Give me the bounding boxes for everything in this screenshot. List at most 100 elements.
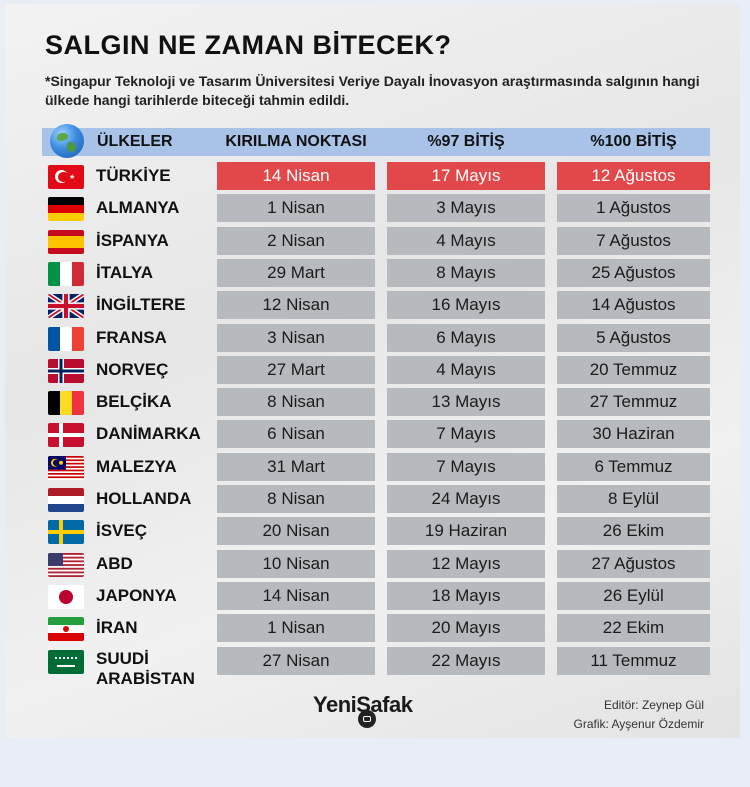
table-row: FRANSA 3 Nisan 6 Mayıs 5 Ağustos [5,323,740,352]
table-row: İNGİLTERE 12 Nisan 16 Mayıs 14 Ağustos [5,291,740,320]
table-row: BELÇİKA 8 Nisan 13 Mayıs 27 Temmuz [5,388,740,417]
end100-cell: 20 Temmuz [557,355,710,384]
country-name: FRANSA [96,327,167,347]
end97-cell: 16 Mayıs [387,291,545,320]
flag-iran-icon [48,617,84,642]
end97-cell: 6 Mayıs [387,323,545,352]
end100-cell: 8 Eylül [557,485,710,513]
breakpoint-cell: 1 Nisan [217,614,375,643]
table-header: ÜLKELER KIRILMA NOKTASI %97 BİTİŞ %100 B… [42,128,710,156]
breakpoint-cell: 27 Mart [217,355,375,384]
breakpoint-cell: 20 Nisan [217,517,375,546]
credit-editor: Editör: Zeynep Gül [603,698,704,712]
flag-spain-icon [48,229,84,254]
country-name: İSPANYA [96,230,169,250]
country-name: İRAN [96,618,138,638]
end100-cell: 14 Ağustos [557,291,710,320]
credit-graphic: Grafik: Ayşenur Özdemir [573,717,705,731]
breakpoint-cell: 14 Nisan [217,581,375,610]
country-name: ABD [96,553,133,573]
end97-cell: 12 Mayıs [387,549,545,578]
end100-cell: 25 Ağustos [557,258,710,287]
breakpoint-cell: 1 Nisan [217,194,375,223]
breakpoint-cell: 10 Nisan [217,549,375,578]
table-row: İRAN 1 Nisan 20 Mayıs 22 Ekim [5,614,740,643]
flag-netherlands-icon [48,488,84,512]
table-row: ABD 10 Nisan 12 Mayıs 27 Ağustos [5,549,740,578]
end100-cell: 1 Ağustos [557,194,710,223]
end97-cell: 18 Mayıs [387,581,545,610]
end97-cell: 19 Haziran [387,517,545,546]
table-row: DANİMARKA 6 Nisan 7 Mayıs 30 Haziran [5,420,740,449]
flag-malaysia-icon [48,455,84,480]
end100-cell: 12 Ağustos [557,162,710,190]
breakpoint-cell: 29 Mart [217,258,375,287]
country-name: BELÇİKA [96,392,172,412]
table-row: ALMANYA 1 Nisan 3 Mayıs 1 Ağustos [5,194,740,223]
end97-cell: 4 Mayıs [387,226,545,255]
end97-cell: 3 Mayıs [387,194,545,223]
infographic-poster: SALGIN NE ZAMAN BİTECEK? *Singapur Tekno… [5,4,740,738]
country-name: ALMANYA [96,198,180,218]
end97-cell: 22 Mayıs [387,646,545,675]
end100-cell: 27 Temmuz [557,388,710,417]
breakpoint-cell: 6 Nisan [217,420,375,449]
header-breakpoint: KIRILMA NOKTASI [225,133,367,150]
flag-italy-icon [48,261,84,286]
end100-cell: 22 Ekim [557,614,710,643]
header-end97: %97 BİTİŞ [427,133,505,150]
breakpoint-cell: 2 Nisan [217,226,375,255]
end100-cell: 26 Eylül [557,581,710,610]
camera-icon [358,710,376,728]
country-name: SUUDİ ARABİSTAN [96,648,195,688]
table-row: JAPONYA 14 Nisan 18 Mayıs 26 Eylül [5,581,740,610]
end100-cell: 6 Temmuz [557,452,710,481]
flag-germany-icon [48,197,84,222]
header-end100: %100 BİTİŞ [590,133,677,150]
end97-cell: 17 Mayıs [387,162,545,190]
breakpoint-cell: 14 Nisan [217,162,375,190]
end97-cell: 7 Mayıs [387,452,545,481]
end97-cell: 8 Mayıs [387,258,545,287]
header-country: ÜLKELER [97,133,173,150]
end100-cell: 30 Haziran [557,420,710,449]
country-name: MALEZYA [96,456,177,476]
table-row: İTALYA 29 Mart 8 Mayıs 25 Ağustos [5,258,740,287]
end100-cell: 11 Temmuz [557,646,710,675]
breakpoint-cell: 8 Nisan [217,388,375,417]
flag-turkey-icon: ★ [48,165,84,189]
breakpoint-cell: 3 Nisan [217,323,375,352]
country-name: HOLLANDA [96,489,192,508]
table-row: NORVEÇ 27 Mart 4 Mayıs 20 Temmuz [5,355,740,384]
breakpoint-cell: 8 Nisan [217,485,375,513]
flag-belgium-icon [48,391,84,416]
table-row: İSPANYA 2 Nisan 4 Mayıs 7 Ağustos [5,226,740,255]
end100-cell: 27 Ağustos [557,549,710,578]
flag-saudi-arabia-icon [48,649,84,674]
page-subtitle: *Singapur Teknoloji ve Tasarım Üniversit… [45,73,700,108]
country-name: JAPONYA [96,585,177,605]
country-name: NORVEÇ [96,359,169,379]
end97-cell: 20 Mayıs [387,614,545,643]
breakpoint-cell: 12 Nisan [217,291,375,320]
flag-uk-icon [48,294,84,319]
table-row: İSVEÇ 20 Nisan 19 Haziran 26 Ekim [5,517,740,546]
end97-cell: 4 Mayıs [387,355,545,384]
flag-sweden-icon [48,520,84,545]
table-row: ★ TÜRKİYE 14 Nisan 17 Mayıs 12 Ağustos [5,162,740,190]
end97-cell: 13 Mayıs [387,388,545,417]
country-name: DANİMARKA [96,424,201,444]
flag-france-icon [48,326,84,351]
end100-cell: 26 Ekim [557,517,710,546]
globe-icon [50,124,84,158]
end100-cell: 5 Ağustos [557,323,710,352]
end97-cell: 24 Mayıs [387,485,545,513]
flag-denmark-icon [48,423,84,448]
country-name: İNGİLTERE [96,295,186,315]
flag-japan-icon [48,584,84,609]
table-row: HOLLANDA 8 Nisan 24 Mayıs 8 Eylül [5,485,740,513]
country-name: TÜRKİYE [96,166,171,185]
flag-norway-icon [48,358,84,383]
end100-cell: 7 Ağustos [557,226,710,255]
table-row: SUUDİ ARABİSTAN 27 Nisan 22 Mayıs 11 Temmuz [5,646,740,688]
